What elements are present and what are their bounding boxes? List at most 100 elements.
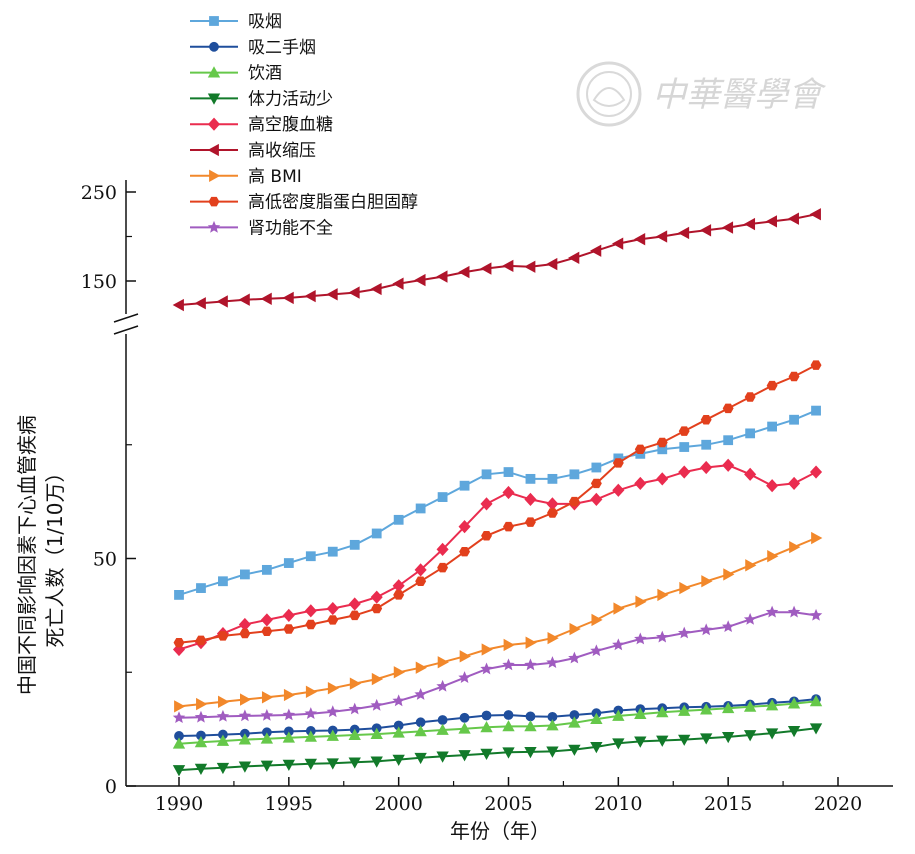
data-point	[216, 762, 230, 775]
data-point	[502, 259, 514, 273]
data-point	[723, 435, 734, 446]
data-point	[216, 709, 230, 722]
data-point	[590, 712, 603, 725]
data-point	[436, 679, 449, 692]
data-point	[502, 658, 515, 671]
data-point	[678, 626, 691, 639]
data-point	[348, 286, 360, 299]
legend-entry: 肾功能不全	[190, 218, 333, 238]
data-point	[349, 677, 362, 690]
data-point	[238, 761, 252, 773]
legend-entry: 饮酒	[190, 64, 282, 84]
data-point	[393, 666, 405, 679]
data-point	[239, 569, 250, 580]
legend-marker	[207, 143, 219, 157]
series-line	[178, 364, 817, 644]
data-point	[459, 712, 470, 723]
watermark: 中華醫學會	[576, 61, 827, 127]
data-point	[502, 720, 515, 732]
data-point	[809, 208, 821, 221]
series-line	[178, 537, 817, 708]
legend-entry: 高低密度脂蛋白胆固醇	[190, 193, 418, 213]
data-point	[765, 699, 779, 711]
data-point	[745, 559, 757, 572]
x-tick-label: 2015	[704, 793, 752, 815]
data-point	[525, 473, 536, 484]
legend-marker	[209, 41, 219, 52]
series-6	[172, 208, 821, 312]
data-point	[261, 691, 274, 704]
data-point	[679, 581, 691, 595]
legend-label: 饮酒	[248, 64, 282, 84]
data-point	[326, 758, 339, 770]
data-point	[677, 226, 690, 240]
data-point	[459, 480, 470, 491]
data-point	[809, 723, 823, 735]
data-point	[634, 476, 647, 491]
x-tick-label: 2000	[374, 793, 422, 815]
y-tick-label: 50	[93, 549, 117, 571]
data-point	[304, 707, 318, 719]
series-line	[178, 727, 817, 772]
data-point	[657, 588, 669, 602]
data-point	[392, 694, 405, 707]
data-point	[699, 224, 712, 237]
data-point	[701, 439, 712, 450]
y-axis-title-line-1: 中国不同影响因素下心血管疾病	[15, 415, 39, 695]
data-point	[238, 733, 252, 745]
data-point	[765, 215, 777, 228]
data-point	[326, 601, 339, 616]
data-point	[327, 681, 340, 695]
data-point	[459, 546, 471, 557]
data-point	[743, 700, 757, 712]
data-point	[678, 426, 690, 436]
legend-entry: 体力活动少	[190, 89, 333, 109]
data-point	[745, 428, 756, 439]
axis-break	[113, 313, 139, 335]
y-tick-label: 150	[81, 271, 117, 293]
x-tick-label: 1990	[155, 793, 203, 815]
data-point	[282, 731, 296, 743]
data-point	[634, 632, 647, 645]
data-point	[282, 608, 295, 622]
data-point	[700, 703, 713, 715]
data-point	[260, 292, 272, 305]
data-point	[524, 746, 537, 759]
x-tick-label: 2005	[484, 793, 532, 815]
data-point	[788, 371, 800, 382]
series-7	[174, 531, 823, 713]
data-point	[612, 638, 625, 651]
data-point	[481, 710, 492, 721]
x-axis-title: 年份（年）	[450, 819, 550, 843]
data-point	[524, 260, 536, 273]
data-point	[305, 551, 316, 562]
data-point	[546, 656, 559, 668]
data-point	[678, 704, 691, 716]
data-point	[590, 644, 603, 657]
data-point	[810, 360, 822, 370]
data-point	[612, 483, 625, 497]
data-point	[546, 719, 559, 731]
data-point	[524, 720, 537, 732]
legend-entry: 吸二手烟	[190, 38, 316, 58]
data-point	[481, 531, 492, 541]
data-point	[656, 705, 669, 718]
data-point	[437, 492, 448, 502]
legend-marker	[208, 196, 220, 207]
y-tick-label: 250	[81, 182, 117, 204]
data-point	[767, 421, 777, 432]
series-3	[172, 695, 823, 749]
data-point	[787, 605, 801, 618]
x-tick-label: 1995	[265, 793, 313, 815]
data-point	[327, 615, 339, 625]
data-point	[172, 298, 184, 312]
data-point	[172, 765, 186, 777]
data-point	[699, 623, 713, 636]
data-point	[612, 709, 625, 721]
series-line	[178, 464, 817, 651]
data-point	[392, 579, 405, 593]
data-point	[414, 688, 427, 700]
y-axis-title-line-2: 死亡人数（1/10万）	[43, 463, 67, 648]
data-point	[612, 738, 625, 750]
data-point	[436, 723, 449, 735]
